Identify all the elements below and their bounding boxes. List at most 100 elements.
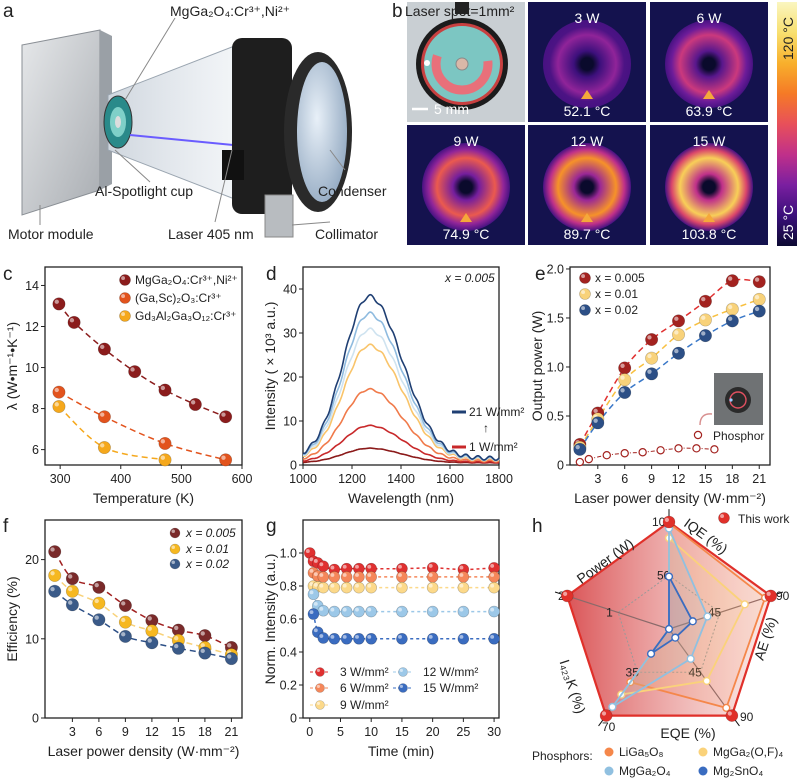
y-tick-label: 10: [283, 415, 297, 429]
panel-label-a: a: [3, 1, 14, 22]
data-point: [145, 636, 159, 650]
x-tick-label: 3: [594, 472, 601, 486]
fit-line: [58, 391, 226, 461]
thermal-image-grid: 3 W 52.1 °C 6 W 63.9 °C 9 W 74.9 °C 12 W 89.7 °…: [407, 2, 768, 245]
data-point: [591, 416, 605, 430]
data-point: [698, 294, 712, 308]
thermal-ring: [422, 143, 510, 231]
thermal-ring: [543, 143, 631, 231]
legend-marker: [604, 766, 614, 776]
data-point: [353, 632, 365, 645]
data-point: [426, 581, 439, 594]
condenser-housing: [232, 38, 292, 214]
data-point: [618, 361, 632, 375]
y-tick-label: 0.6: [280, 613, 297, 627]
data-point: [353, 605, 365, 618]
data-point: [752, 292, 766, 306]
data-point: [457, 571, 470, 583]
x-tick-label: 3: [69, 725, 76, 739]
legend-label: LiGa₅O₈: [619, 745, 664, 759]
data-point: [396, 571, 408, 583]
y-tick-label: 12: [25, 320, 39, 334]
chart-f: 3 6 9 12 15 18 21 0 10 20 Laser power density (W·m…: [4, 519, 243, 759]
x-tick-label: 21: [224, 725, 238, 739]
data-point: [65, 598, 79, 612]
fit-line: [579, 298, 760, 448]
x-tick-label: 15: [395, 725, 409, 739]
temperature-readout: 103.8 °C: [682, 226, 737, 242]
radar-data-point: [646, 649, 656, 658]
y-tick-label: 0.8: [280, 580, 297, 594]
plot-frame: [569, 266, 771, 466]
radar-max-label: 90: [740, 710, 754, 724]
housing-clamp: [222, 150, 244, 180]
data-point: [396, 605, 408, 618]
x-tick-label: 600: [232, 472, 253, 486]
x-tick-label: 10: [364, 725, 378, 739]
data-point: [645, 333, 659, 347]
y-tick-label: 20: [25, 553, 39, 567]
data-point: [353, 581, 365, 594]
motor-module-box: [21, 29, 101, 216]
radar-axis: [567, 595, 670, 630]
legend-label: x = 0.005: [595, 271, 645, 285]
y-axis-label: Efficiency (%): [4, 576, 20, 661]
x-tick-label: 1200: [338, 472, 366, 486]
phosphor-formula-label: MgGa₂O₄:Cr³⁺,Ni²⁺: [170, 3, 290, 19]
phosphor-data-point: [575, 457, 585, 467]
laser-power-label: 12 W: [571, 133, 604, 149]
cup-label: Al-Spotlight cup: [95, 183, 193, 199]
radar-data-point: [664, 572, 674, 581]
radar-this-work-point: [725, 709, 739, 722]
panel-a-device-illustration: MgGa₂O₄:Cr³⁺,Ni²⁺ Al-Spotlight cup Conde…: [8, 3, 387, 242]
y-tick-label: 6: [32, 443, 39, 457]
legend-label: 15 W/mm²: [423, 681, 478, 695]
radar-series-outline: [650, 576, 694, 655]
legend-marker-this-work: [718, 512, 730, 524]
y-tick-label: 0: [290, 459, 297, 473]
data-point: [145, 624, 159, 638]
x-axis-label: Temperature (K): [93, 490, 194, 506]
thermal-image: 15 W 103.8 °C: [650, 125, 768, 245]
thermal-ring: [665, 20, 753, 108]
data-point: [340, 571, 353, 583]
data-point: [118, 615, 132, 629]
x-tick-label: 21: [752, 472, 766, 486]
data-point: [328, 581, 341, 594]
radar-axis-label: I₄₂₃K (%): [557, 657, 589, 715]
y-tick-label: 10: [25, 632, 39, 646]
legend-marker: [398, 667, 408, 677]
measure-point-marker: [703, 90, 715, 99]
x-tick-label: 12: [672, 472, 686, 486]
laser-power-label: 15 W: [693, 133, 726, 149]
legend-marker-phosphor: [693, 430, 703, 440]
data-point: [307, 588, 320, 601]
legend-label: Gd₃Al₂Ga₃O₁₂:Cr³⁺: [135, 309, 236, 323]
data-point: [396, 632, 408, 645]
motor-module-label: Motor module: [8, 226, 94, 242]
laser-power-label: 3 W: [575, 10, 601, 26]
phosphor-data-point: [584, 454, 594, 464]
legend-marker: [169, 558, 181, 570]
legend-label: MgGa₂O₄: [619, 764, 671, 778]
data-point: [188, 397, 202, 411]
legend-label: x = 0.01: [185, 542, 229, 556]
temperature-readout: 63.9 °C: [686, 103, 733, 119]
y-tick-label: 1.0: [280, 547, 297, 561]
legend-marker: [169, 543, 181, 555]
x-axis-label: Time (min): [368, 743, 434, 759]
data-point: [97, 441, 111, 455]
measure-point-marker: [460, 213, 472, 222]
data-point: [457, 632, 470, 645]
legend-marker: [398, 683, 408, 693]
legend-label-phosphor: Phosphor: [713, 429, 764, 443]
x-tick-label: 20: [426, 725, 440, 739]
data-point: [219, 453, 233, 467]
thermal-ring: [543, 20, 631, 108]
legend-marker: [579, 304, 591, 316]
data-point: [52, 297, 66, 311]
phosphor-data-point: [602, 450, 611, 460]
data-point: [48, 568, 62, 582]
legend-marker: [315, 683, 325, 693]
data-point: [97, 342, 111, 356]
